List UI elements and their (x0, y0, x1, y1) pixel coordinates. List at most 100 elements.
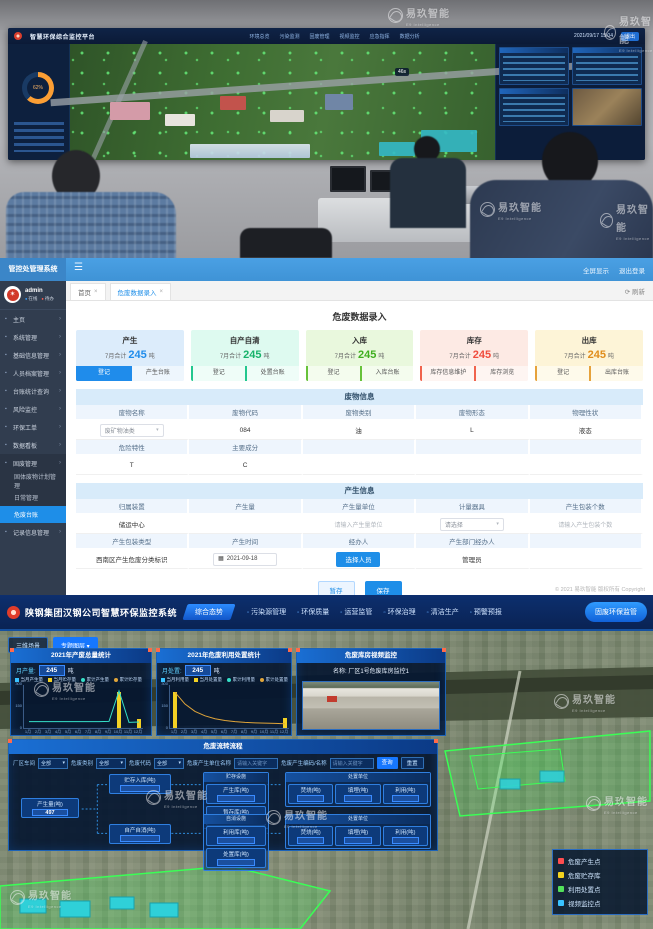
submenu-label: 危废台账 (14, 513, 39, 519)
input-placeholder[interactable]: 请输入产生包装个数 (558, 522, 613, 529)
user-tag: 待办 (41, 296, 54, 302)
sidebar-item[interactable]: ▪ 系统管理 › (0, 328, 66, 346)
flow-group: 处置单位 焚烧(吨) 填埋(吨) 利用(吨) (285, 814, 431, 849)
dashboard-nav-item[interactable]: 运营监管 (340, 607, 372, 617)
hamburger-icon[interactable]: ☰ (74, 262, 83, 273)
input-placeholder[interactable]: 请输入产生量单位 (334, 522, 383, 529)
card-tab[interactable]: 登记 (305, 366, 360, 381)
sidebar-item[interactable]: ▪ 人员档案管理 › (0, 364, 66, 382)
form-label: 产生时间 (189, 534, 303, 550)
card-tab[interactable]: 产生台账 (129, 366, 184, 381)
date-input[interactable]: ▦ 2021-09-18 (213, 552, 278, 566)
card-summary: 7月合计 245 吨 (535, 346, 643, 366)
chevron-right-icon: › (59, 334, 61, 340)
summary-prefix: 7月合计 (334, 354, 356, 360)
dashboard-nav-item[interactable]: 预警预报 (470, 607, 502, 617)
office-chair (240, 228, 332, 258)
legend-item: 当月产生量 (15, 677, 43, 683)
sidebar-subitem[interactable]: 危废台账 (0, 506, 66, 523)
chart-legend: 当月产生量 当月贮存量 累计产生量 累计贮存量 (11, 676, 151, 684)
node-label: 处置库(吨) (223, 852, 249, 858)
chart-bar (137, 719, 141, 728)
card-tab[interactable]: 处置台账 (244, 366, 299, 381)
flow-branch-node: 自产自消(吨) (109, 824, 171, 844)
screen-nav-item: 应急指挥 (369, 33, 390, 40)
node-label: 暂存库(吨) (223, 810, 249, 816)
flow-group-title: 贮存设施 (204, 773, 268, 782)
card-tab[interactable]: 登记 (76, 366, 130, 381)
close-icon[interactable]: × (94, 289, 98, 295)
summary-prefix: 7月合计 (219, 354, 242, 360)
card-tab[interactable]: 登记 (190, 366, 245, 381)
legend-label: 利用处置点 (568, 887, 601, 894)
card-tab[interactable]: 库存信息维护 (420, 366, 474, 381)
form-select[interactable]: 废矿物油类 ▾ (99, 423, 164, 437)
tab-data-entry[interactable]: 危废数据录入 × (109, 283, 172, 300)
form-value-cell: 选择人员 (302, 550, 417, 569)
camera-feed[interactable] (302, 681, 440, 730)
x-tick-label: 9月 (104, 729, 112, 734)
card-tab[interactable]: 入库台账 (359, 366, 414, 381)
menu-icon: ▪ (5, 388, 7, 394)
sidebar-item[interactable]: ▪ 数据看板 › (0, 436, 66, 454)
refresh-button[interactable]: ⟳ 刷新 (624, 289, 645, 296)
chart-legend: 当月利用量 当月处置量 累计利用量 累计处置量 (157, 676, 291, 684)
form-value-cell: 请输入产生包装个数 (529, 515, 643, 534)
map-buildings-pink (110, 102, 150, 120)
card-value: 245 (128, 349, 147, 361)
node-value (344, 837, 372, 844)
dashboard-nav-item[interactable]: 污染源管理 (247, 607, 286, 617)
form-value: 液态 (578, 428, 592, 435)
filter-select[interactable]: 全部 ▾ (96, 757, 127, 769)
map-pond-2 (379, 142, 415, 156)
header-action[interactable]: 全屏显示 (583, 267, 609, 275)
stat-row: 月产量: 245 吨 (11, 663, 151, 676)
card-title: 库存 (466, 336, 482, 345)
select-person-button[interactable]: 选择人员 (336, 551, 381, 567)
screen-nav-item: 固废管理 (309, 33, 330, 40)
dashboard-nav-item[interactable]: 环保治理 (383, 607, 416, 617)
card-title: 产生 (122, 336, 138, 345)
sidebar-item[interactable]: ▪ 固废管理 › (0, 454, 66, 472)
card-summary: 7月合计 245 吨 (76, 346, 184, 366)
card-tab[interactable]: 库存浏览 (474, 366, 528, 381)
home-tab[interactable]: 综合态势 (182, 604, 236, 620)
sidebar-subitem[interactable]: 固体废物计划管理 (0, 472, 66, 490)
draft-button[interactable]: 暂存 (317, 581, 355, 595)
card-tab[interactable]: 登记 (535, 366, 589, 381)
form-label: 物理性状 (529, 405, 643, 421)
sidebar-item[interactable]: ▪ 风险监控 › (0, 400, 66, 418)
form-label-row: 归属装置 产生量 产生量单位 计量器具 产生包装个数 (76, 499, 643, 515)
dashboard-nav-item[interactable]: 环保质量 (297, 607, 329, 617)
sidebar-item[interactable]: ▪ 环保工单 › (0, 418, 66, 436)
select-value: 全部 (99, 760, 110, 767)
form-label (302, 440, 417, 456)
query-button[interactable]: 查询 (376, 757, 398, 769)
sidebar-item[interactable]: ▪ 记录信息管理 › (0, 523, 66, 541)
card-value: 245 (357, 349, 377, 361)
cta-button[interactable]: 固废环保监管 (585, 602, 647, 622)
form-select[interactable]: 请选择 ▾ (439, 517, 504, 531)
filter-input[interactable]: 请输入关键字 (234, 757, 279, 769)
tab-home[interactable]: 首页 × (70, 283, 106, 300)
y-tick-label: 0 (19, 725, 22, 730)
card-tab[interactable]: 出库台账 (589, 366, 643, 381)
card-tab-row: 登记 处置台账 (190, 366, 299, 381)
form-value-cell: 请输入产生量单位 (302, 515, 417, 534)
summary-prefix: 7月合计 (564, 354, 586, 360)
sidebar-subitem[interactable]: 日常管理 (0, 489, 66, 506)
close-icon[interactable]: × (159, 289, 164, 295)
sidebar-item[interactable]: ▪ 基础信息管理 › (0, 346, 66, 364)
filter-select[interactable]: 全部 ▾ (154, 757, 185, 769)
save-button[interactable]: 保存 (364, 581, 402, 595)
sidebar-item[interactable]: ▪ 台账统计查询 › (0, 382, 66, 400)
dashboard-nav-item[interactable]: 清洁生产 (427, 607, 459, 617)
filter-input[interactable]: 请输入关键字 (329, 757, 374, 769)
panel-title: 危废库房视频监控 (297, 649, 445, 663)
x-tick-label: 3月 (44, 729, 52, 734)
reset-button[interactable]: 重置 (400, 757, 424, 769)
menu-label: 数据看板 (13, 443, 38, 450)
filter-select[interactable]: 全部 ▾ (38, 757, 69, 769)
header-action[interactable]: 退出登录 (619, 267, 645, 275)
sidebar-item[interactable]: ▪ 主页 › (0, 310, 66, 328)
